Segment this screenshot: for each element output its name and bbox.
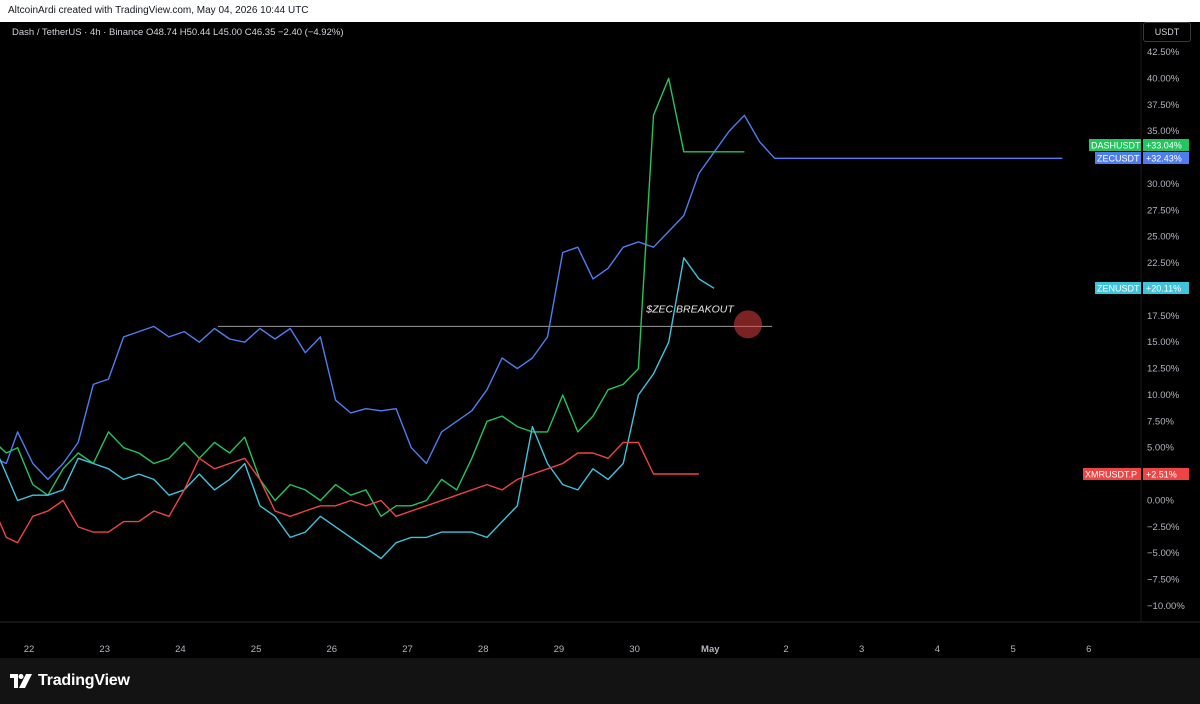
tradingview-logo[interactable]: TradingView	[10, 670, 130, 692]
y-tick-label: −7.50%	[1147, 575, 1180, 586]
y-tick-label: 40.00%	[1147, 73, 1180, 84]
series-value-tag	[1143, 468, 1189, 480]
series-name-label: DASHUSDT	[1091, 141, 1141, 151]
series-name-tag	[1095, 282, 1141, 294]
x-tick-label: 25	[251, 644, 262, 655]
y-tick-label: −2.50%	[1147, 522, 1180, 533]
x-tick-label: 4	[935, 644, 940, 655]
x-tick-label: 2	[783, 644, 788, 655]
series-name-tag	[1089, 139, 1141, 151]
x-tick-label: 26	[327, 644, 338, 655]
symbol-legend-text: Dash / TetherUS · 4h · Binance O48.74 H5…	[12, 27, 344, 38]
y-tick-label: 17.50%	[1147, 311, 1180, 322]
series-line-xmrusdt-p	[0, 441, 699, 544]
y-tick-label: 12.50%	[1147, 364, 1180, 375]
series-value-label: +33.04%	[1146, 141, 1182, 151]
x-tick-label: 30	[629, 644, 640, 655]
series-line-zenusdt	[0, 257, 715, 560]
y-tick-label: 15.00%	[1147, 337, 1180, 348]
y-tick-label: 5.00%	[1147, 443, 1174, 454]
x-tick-label: 29	[554, 644, 565, 655]
x-tick-label: 23	[99, 644, 110, 655]
x-tick-label: 3	[859, 644, 864, 655]
y-tick-label: 0.00%	[1147, 495, 1174, 506]
y-tick-label: −5.00%	[1147, 548, 1180, 559]
y-tick-label: 10.00%	[1147, 390, 1180, 401]
series-value-label: +20.11%	[1146, 284, 1181, 294]
y-tick-label: −10.00%	[1147, 601, 1185, 612]
y-tick-label: 25.00%	[1147, 232, 1180, 243]
series-value-label: +32.43%	[1146, 154, 1182, 164]
symbol-legend[interactable]: Dash / TetherUS · 4h · Binance O48.74 H5…	[12, 27, 343, 38]
series-name-tag	[1095, 152, 1141, 164]
currency-label: USDT	[1154, 27, 1180, 37]
tradingview-logo-icon	[10, 674, 32, 688]
y-tick-label: 27.50%	[1147, 205, 1180, 216]
series-line-zecusdt	[0, 114, 1063, 481]
series-value-tag	[1143, 282, 1189, 294]
x-tick-label: 27	[402, 644, 413, 655]
x-tick-label: 6	[1086, 644, 1091, 655]
tradingview-brand: TradingView	[38, 672, 130, 689]
series-name-tag	[1083, 468, 1141, 480]
series-name-label: ZECUSDT	[1097, 154, 1140, 164]
attribution-bar: AltcoinArdi created with TradingView.com…	[0, 0, 1200, 22]
series-value-tag	[1143, 139, 1189, 151]
series-value-tag	[1143, 152, 1189, 164]
price-chart[interactable]: 42.50%40.00%37.50%35.00%32.50%30.00%27.5…	[0, 22, 1200, 658]
x-tick-label: 22	[24, 644, 35, 655]
breakout-label: $ZEC BREAKOUT	[645, 303, 735, 315]
x-tick-label: 28	[478, 644, 489, 655]
x-tick-label: 5	[1010, 644, 1015, 655]
y-tick-label: 37.50%	[1147, 100, 1180, 111]
attribution-text: AltcoinArdi created with TradingView.com…	[8, 5, 309, 16]
y-tick-label: 22.50%	[1147, 258, 1180, 269]
footer: TradingView	[0, 658, 1200, 704]
y-tick-label: 35.00%	[1147, 126, 1180, 137]
series-name-label: XMRUSDT.P	[1085, 470, 1137, 480]
series-line-dashusdt	[0, 77, 745, 517]
y-tick-label: 7.50%	[1147, 416, 1174, 427]
x-tick-label: May	[701, 644, 720, 655]
y-tick-label: 42.50%	[1147, 47, 1180, 58]
chart-area[interactable]: 42.50%40.00%37.50%35.00%32.50%30.00%27.5…	[0, 22, 1200, 658]
series-value-label: +2.51%	[1146, 470, 1177, 480]
x-tick-label: 24	[175, 644, 186, 655]
series-name-label: ZENUSDT	[1097, 284, 1140, 294]
breakout-marker	[734, 310, 762, 339]
currency-selector[interactable]: USDT	[1143, 22, 1191, 42]
y-tick-label: 30.00%	[1147, 179, 1180, 190]
